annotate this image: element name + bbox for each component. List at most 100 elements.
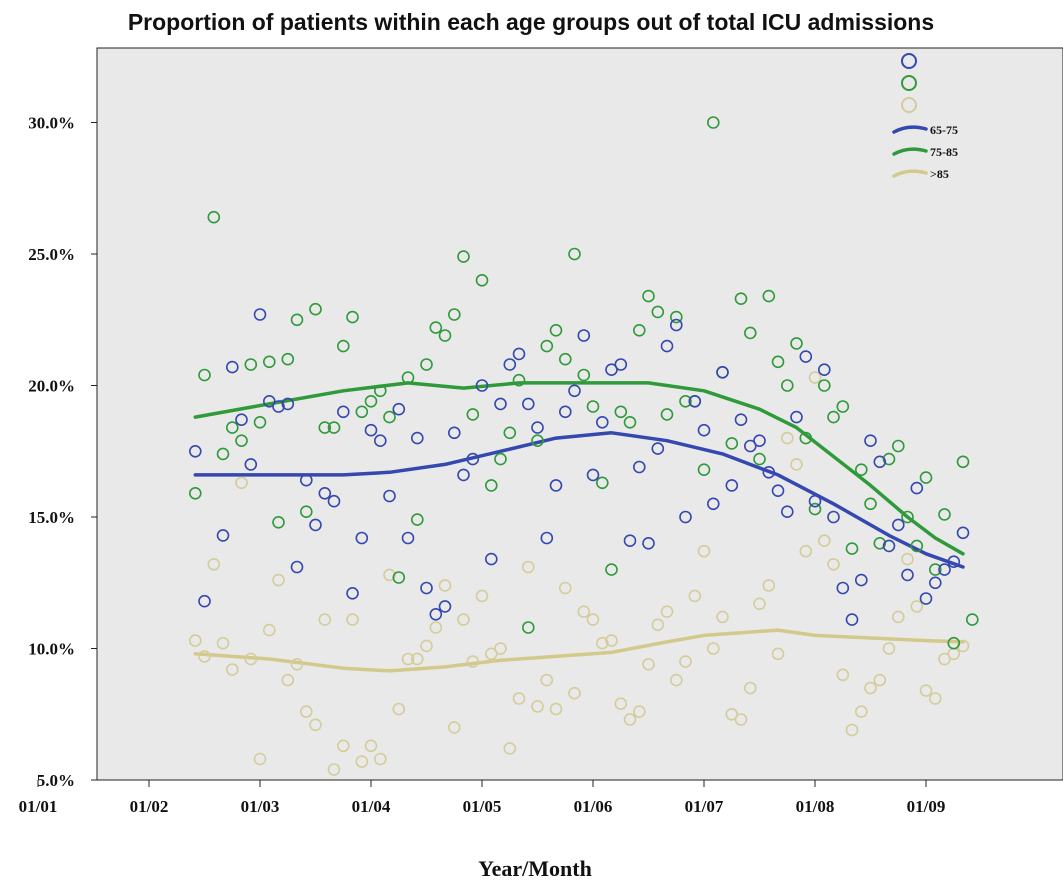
data-point-series-0 [355, 531, 369, 545]
scatter-points [189, 116, 979, 776]
data-point-series-1 [901, 510, 914, 524]
chart-title: Proportion of patients within each age g… [128, 9, 934, 35]
data-point-series-1 [873, 536, 887, 550]
data-point-series-0 [189, 444, 202, 458]
data-point-series-1 [753, 452, 766, 466]
data-point-series-2 [336, 739, 350, 753]
data-point-series-2 [706, 642, 720, 655]
data-point-series-1 [327, 421, 341, 434]
data-point-series-2 [919, 684, 933, 697]
data-point-series-0 [901, 568, 914, 582]
data-point-series-2 [475, 589, 489, 603]
data-point-series-1 [725, 437, 739, 450]
data-point-series-1 [299, 505, 313, 519]
data-point-series-1 [660, 408, 674, 421]
trend-line-2 [193, 628, 965, 673]
data-point-series-1 [401, 371, 415, 384]
data-point-series-1 [410, 513, 424, 526]
data-point-series-2 [226, 663, 239, 676]
data-point-series-1 [808, 502, 822, 516]
data-point-series-0 [392, 402, 406, 416]
data-point-series-1 [447, 308, 461, 321]
data-point-series-0 [401, 531, 415, 545]
data-point-series-1 [355, 405, 369, 419]
data-point-series-1 [771, 355, 785, 369]
data-point-series-0 [743, 439, 757, 453]
data-point-series-1 [253, 415, 267, 429]
y-tick-label: 15.0% [28, 508, 75, 527]
data-point-series-0 [216, 529, 230, 542]
data-point-series-0 [854, 573, 868, 587]
data-point-series-2 [595, 636, 609, 650]
data-point-series-0 [725, 479, 739, 492]
data-point-series-1 [965, 613, 979, 626]
data-point-series-0 [235, 413, 248, 427]
data-point-series-0 [198, 594, 211, 608]
data-point-series-0 [762, 465, 776, 479]
data-point-series-2 [623, 713, 637, 726]
data-point-series-2 [743, 681, 757, 695]
data-point-series-2 [864, 681, 877, 695]
data-point-series-2 [549, 702, 563, 716]
data-point-series-2 [438, 579, 452, 592]
x-tick-label: 01/08 [796, 797, 835, 816]
data-point-series-2 [845, 723, 859, 737]
data-point-series-1 [642, 289, 655, 303]
data-point-series-2 [364, 739, 378, 753]
data-point-series-2 [457, 613, 470, 626]
data-point-series-2 [503, 742, 517, 755]
data-point-series-2 [355, 755, 369, 768]
legend-marker-0 [901, 53, 917, 69]
data-point-series-0 [891, 518, 905, 532]
data-point-series-2 [540, 673, 554, 687]
data-point-series-1 [512, 373, 526, 387]
data-point-series-1 [827, 410, 840, 424]
data-point-series-1 [521, 621, 535, 634]
data-point-series-2 [420, 639, 433, 653]
data-point-series-1 [272, 515, 285, 529]
data-point-series-0 [605, 363, 618, 377]
data-point-series-2 [586, 613, 600, 626]
data-point-series-1 [392, 571, 406, 584]
y-tick-label: 20.0% [28, 377, 75, 396]
data-point-series-2 [605, 634, 618, 647]
data-point-series-0 [253, 308, 267, 321]
y-tick-label: 25.0% [28, 245, 75, 264]
x-tick-label: 01/01 [19, 797, 58, 816]
data-point-series-1 [577, 368, 591, 382]
legend-label-0: 65-75 [930, 123, 958, 137]
data-point-series-1 [290, 313, 304, 327]
data-point-series-0 [540, 531, 554, 545]
data-point-series-0 [623, 534, 637, 548]
data-point-series-0 [882, 539, 896, 553]
data-point-series-2 [753, 597, 766, 611]
data-point-series-2 [651, 618, 665, 632]
data-point-series-1 [216, 447, 230, 461]
data-point-series-2 [235, 476, 248, 490]
data-point-series-0 [447, 426, 461, 440]
data-point-series-1 [207, 210, 221, 224]
data-point-series-0 [845, 613, 859, 626]
legend: 65-75 75-85 >85 [892, 53, 958, 181]
data-point-series-0 [780, 505, 794, 519]
data-point-series-2 [854, 705, 868, 718]
data-point-series-2 [521, 560, 535, 574]
data-point-series-2 [299, 705, 313, 718]
data-point-series-2 [373, 752, 387, 766]
data-point-series-0 [938, 563, 951, 576]
data-point-series-1 [540, 339, 554, 353]
data-point-series-1 [938, 508, 951, 521]
legend-marker-2 [901, 97, 917, 113]
data-point-series-1 [346, 310, 359, 324]
data-point-series-1 [882, 452, 896, 466]
data-point-series-2 [956, 639, 970, 653]
data-point-series-2 [383, 568, 396, 582]
data-point-series-1 [817, 379, 831, 392]
data-point-series-0 [734, 413, 748, 427]
data-point-series-1 [383, 410, 396, 424]
data-point-series-1 [614, 405, 628, 419]
data-point-series-2 [928, 692, 942, 705]
y-tick-label: 10.0% [28, 640, 75, 659]
trend-line-0 [193, 431, 965, 569]
data-point-series-1 [336, 339, 350, 353]
